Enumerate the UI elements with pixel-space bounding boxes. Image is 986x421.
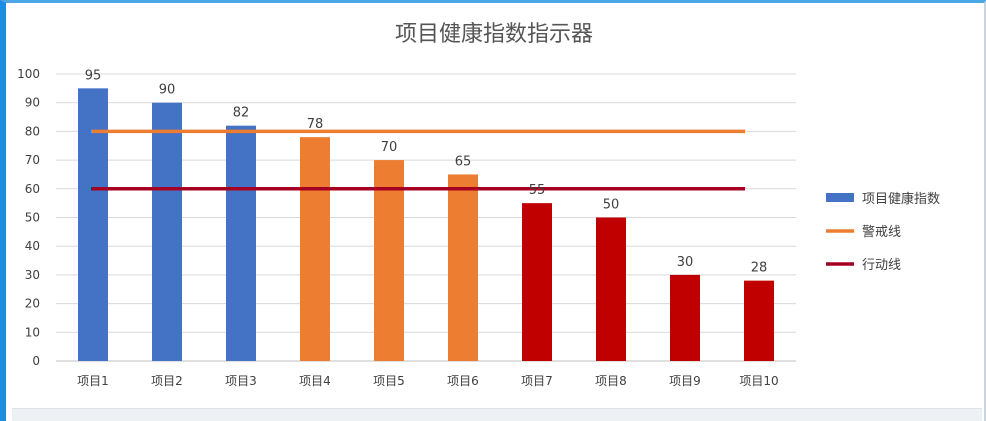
- data-label: 95: [85, 68, 102, 83]
- y-tick-label: 10: [25, 325, 40, 339]
- bar: [596, 217, 626, 361]
- bar: [448, 174, 478, 361]
- data-label: 70: [381, 140, 398, 155]
- data-labels: 95 90 82 78 70 65 55 50 30 28: [85, 68, 768, 275]
- bars: [78, 88, 774, 361]
- bar: [226, 125, 256, 361]
- bar: [78, 88, 108, 361]
- bar: [374, 160, 404, 361]
- bar: [152, 102, 182, 361]
- y-tick-label: 90: [25, 96, 40, 110]
- x-tick-label: 项目9: [669, 374, 701, 388]
- y-tick-label: 80: [25, 124, 40, 138]
- x-tick-label: 项目6: [447, 374, 479, 388]
- bar: [744, 280, 774, 361]
- x-tick-label: 项目3: [225, 374, 257, 388]
- legend-swatch: [826, 193, 854, 202]
- y-axis: 0 10 20 30 40 50 60 70 80 90 100: [17, 67, 40, 368]
- y-tick-label: 20: [25, 297, 40, 311]
- x-axis: 项目1 项目2 项目3 项目4 项目5 项目6 项目7 项目8 项目9 项目10: [77, 374, 778, 388]
- chart-title: 项目健康指数指示器: [395, 22, 593, 47]
- y-tick-label: 0: [32, 354, 40, 368]
- y-tick-label: 60: [25, 182, 40, 196]
- x-tick-label: 项目7: [521, 374, 553, 388]
- x-tick-label: 项目4: [299, 374, 331, 388]
- y-tick-label: 50: [25, 211, 40, 225]
- x-tick-label: 项目10: [739, 374, 778, 388]
- x-tick-label: 项目5: [373, 374, 405, 388]
- legend-label: 项目健康指数: [862, 191, 940, 207]
- data-label: 65: [455, 154, 472, 169]
- x-tick-label: 项目8: [595, 374, 627, 388]
- legend-label: 警戒线: [862, 224, 901, 240]
- data-label: 28: [751, 261, 768, 276]
- y-tick-label: 40: [25, 239, 40, 253]
- bar: [522, 203, 552, 361]
- reference-lines: [91, 129, 745, 191]
- bar: [670, 274, 700, 361]
- y-tick-label: 30: [25, 268, 40, 282]
- x-tick-label: 项目2: [151, 374, 183, 388]
- y-tick-label: 70: [25, 153, 40, 167]
- data-label: 55: [529, 183, 546, 198]
- x-tick-label: 项目1: [77, 374, 109, 388]
- data-label: 78: [307, 117, 324, 132]
- data-label: 90: [159, 83, 176, 98]
- data-label: 82: [233, 106, 250, 121]
- data-label: 30: [677, 255, 694, 270]
- y-tick-label: 100: [17, 67, 40, 81]
- data-label: 50: [603, 198, 620, 213]
- bottom-strip: [12, 408, 982, 421]
- legend-label: 行动线: [862, 258, 901, 273]
- bar: [300, 137, 330, 361]
